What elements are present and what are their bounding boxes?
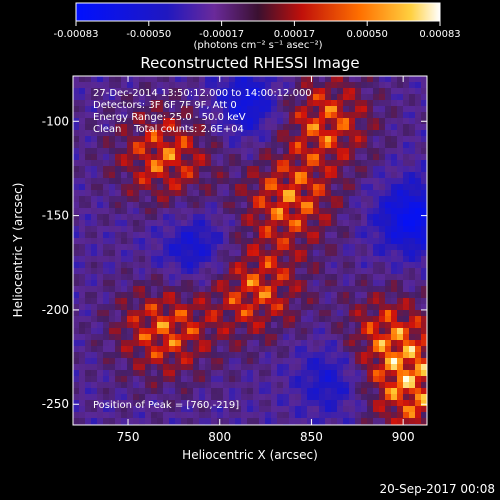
annotation-energy-range: Energy Range: 25.0 - 50.0 keV <box>93 112 246 123</box>
annotation-clean-counts: Clean Total counts: 2.6E+04 <box>93 124 244 135</box>
axis-ticks: 750 800 850 900 -100 -150 -200 -250 <box>42 76 427 444</box>
x-tick-label: 750 <box>117 430 140 444</box>
x-tick-label: 800 <box>208 430 231 444</box>
heatmap-image <box>73 76 427 425</box>
colorbar-gradient <box>75 2 441 22</box>
colorbar-tick-label: 0.00050 <box>347 29 388 40</box>
y-tick-label: -200 <box>42 303 69 317</box>
colorbar-tick-label: -0.00017 <box>199 29 244 40</box>
annotation-detectors: Detectors: 3F 6F 7F 9F, Att 0 <box>93 100 237 111</box>
chart-title: Reconstructed RHESSI Image <box>140 54 359 72</box>
colorbar-ticks: -0.00083 -0.00050 -0.00017 0.00017 0.00050 0.… <box>54 21 461 40</box>
annotation-time-range: 27-Dec-2014 13:50:12.000 to 14:00:12.000 <box>93 88 312 99</box>
peak-position-label: Position of Peak = [760,-219] <box>93 400 239 411</box>
colorbar-tick-label: -0.00050 <box>126 29 171 40</box>
footer-timestamp: 20-Sep-2017 00:08 <box>380 482 495 496</box>
colorbar-tick-label: 0.00083 <box>419 29 460 40</box>
colorbar-tick-label: -0.00083 <box>54 29 99 40</box>
y-tick-label: -150 <box>42 209 69 223</box>
colorbar-tick-label: 0.00017 <box>274 29 315 40</box>
x-axis-label: Heliocentric X (arcsec) <box>182 448 318 462</box>
annotation-block: 27-Dec-2014 13:50:12.000 to 14:00:12.000… <box>93 88 312 135</box>
colorbar-unit-label: (photons cm⁻² s⁻¹ asec⁻²) <box>193 40 322 51</box>
colorbar: -0.00083 -0.00050 -0.00017 0.00017 0.00050 0.… <box>54 2 461 51</box>
y-tick-label: -250 <box>42 397 69 411</box>
y-tick-label: -100 <box>42 114 69 128</box>
y-axis-label: Heliocentric Y (arcsec) <box>11 183 25 318</box>
plot-frame <box>72 75 428 426</box>
x-tick-label: 900 <box>392 430 415 444</box>
x-tick-label: 850 <box>300 430 323 444</box>
